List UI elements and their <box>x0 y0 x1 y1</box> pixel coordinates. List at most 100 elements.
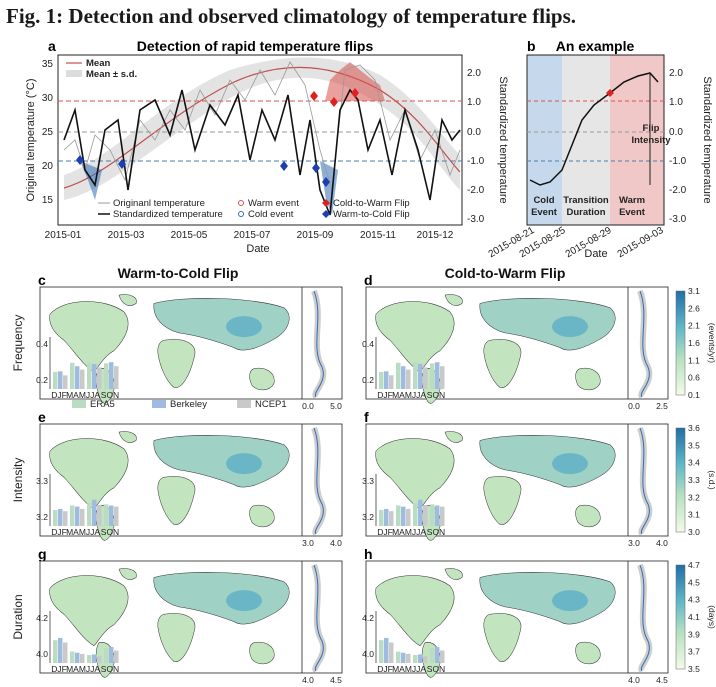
season-bar <box>58 508 63 526</box>
svg-text:Warm: Warm <box>619 195 645 206</box>
season-bar <box>389 375 394 389</box>
season-bar <box>114 506 119 526</box>
bar-tick: 0.2 <box>36 375 48 385</box>
continent <box>157 476 196 525</box>
season-bar <box>92 654 97 663</box>
hotspot <box>552 590 588 612</box>
legend-original: Originanl temperature <box>113 198 205 209</box>
svg-text:1.0: 1.0 <box>669 97 683 108</box>
panel-a-ylabel-left: Original temperature (°C) <box>25 79 37 202</box>
svg-text:2.0: 2.0 <box>669 68 683 79</box>
continent <box>375 301 455 373</box>
colorbar-unit: (days) <box>707 605 716 629</box>
svg-text:2.0: 2.0 <box>467 68 481 79</box>
colorbar-tick: 3.5 <box>688 664 700 674</box>
season-bar <box>114 650 119 663</box>
season-label: JJA <box>86 390 101 400</box>
continent <box>157 613 196 662</box>
svg-text:2015-07: 2015-07 <box>234 230 271 241</box>
season-label: MAM <box>66 664 86 674</box>
colorbar-tick: 1.1 <box>688 355 700 365</box>
transition-region <box>562 55 610 225</box>
colorbar-tick: 3.9 <box>688 629 700 639</box>
season-bar <box>396 362 401 389</box>
svg-text:15: 15 <box>42 195 54 206</box>
season-bar <box>401 366 406 389</box>
bar-tick: 4.0 <box>362 649 374 659</box>
colorbar-unit: (s.d.) <box>707 470 716 490</box>
bar-tick: 4.2 <box>362 613 374 623</box>
colorbar-tick: 4.3 <box>688 595 700 605</box>
continent <box>575 641 601 665</box>
svg-text:25: 25 <box>42 127 54 138</box>
colorbar <box>675 564 686 670</box>
continent <box>375 438 455 510</box>
panel-label: f <box>364 409 369 425</box>
continent <box>249 367 275 391</box>
continent <box>575 367 601 391</box>
svg-text:Transition: Transition <box>563 195 609 206</box>
panel-label: g <box>38 546 47 562</box>
continent <box>49 575 129 647</box>
season-bar <box>389 642 394 663</box>
legend-standardized: Standardized temperature <box>113 209 223 220</box>
bar-tick: 3.2 <box>36 512 48 522</box>
continent <box>479 298 616 351</box>
colorbar-tick: 3.3 <box>688 475 700 485</box>
season-label: MAM <box>66 390 86 400</box>
colorbar-tick: 1.6 <box>688 338 700 348</box>
panel-a-xlabel: Date <box>246 243 269 255</box>
season-bar <box>58 637 63 663</box>
svg-text:30: 30 <box>42 93 54 104</box>
panel-a-right-ticks: 2.0 1.0 0.0 -1.0 -2.0 -3.0 <box>467 68 485 225</box>
side-tick: 0.0 <box>302 401 314 411</box>
panel-b: b An example Flip Intensity Cold Event T… <box>487 38 713 260</box>
season-bar <box>80 653 85 663</box>
season-bar <box>435 505 440 526</box>
season-bar <box>406 369 411 389</box>
svg-text:-2.0: -2.0 <box>669 185 687 196</box>
season-label: MAM <box>392 527 412 537</box>
legend-warm-event: Warm event <box>248 198 299 209</box>
row-label: Frequency <box>11 315 25 372</box>
season-bar <box>80 508 85 526</box>
season-bar <box>114 366 119 389</box>
season-bar <box>104 504 109 526</box>
panel-a: a Detection of rapid temperature flips 1… <box>25 38 509 255</box>
panel-label: d <box>364 272 373 288</box>
season-label: JJA <box>412 390 427 400</box>
world-map <box>49 431 290 541</box>
season-bar <box>97 367 102 389</box>
season-bar <box>104 363 109 389</box>
bar-tick: 4.2 <box>36 613 48 623</box>
colorbar-tick: 4.5 <box>688 577 700 587</box>
season-bar <box>389 511 394 526</box>
continent <box>118 568 137 580</box>
season-bar <box>70 362 75 389</box>
season-bar <box>384 637 389 663</box>
season-bar <box>379 371 384 389</box>
continent <box>444 431 463 443</box>
side-tick: 3.0 <box>628 538 640 548</box>
season-label: JJA <box>412 527 427 537</box>
season-label: DJF <box>377 664 393 674</box>
dataset-legend-label: ERA5 <box>90 399 115 410</box>
colorbar <box>675 290 686 396</box>
figure-title: Fig. 1: Detection and observed climatolo… <box>6 4 577 28</box>
latitude-profile <box>313 564 324 672</box>
season-label: JJA <box>86 527 101 537</box>
season-bar <box>440 366 445 389</box>
panel-label: e <box>38 409 46 425</box>
latitude-profile <box>313 427 324 535</box>
colorbar-tick: 0.1 <box>688 390 700 400</box>
continent <box>479 435 616 488</box>
mean-line <box>63 66 461 189</box>
svg-text:Date: Date <box>584 248 607 260</box>
season-label: DJF <box>377 390 393 400</box>
colorbar-tick: 3.6 <box>688 423 700 433</box>
dataset-legend-swatch <box>72 400 86 408</box>
continent <box>118 294 137 306</box>
colorbar-tick: 2.1 <box>688 321 700 331</box>
